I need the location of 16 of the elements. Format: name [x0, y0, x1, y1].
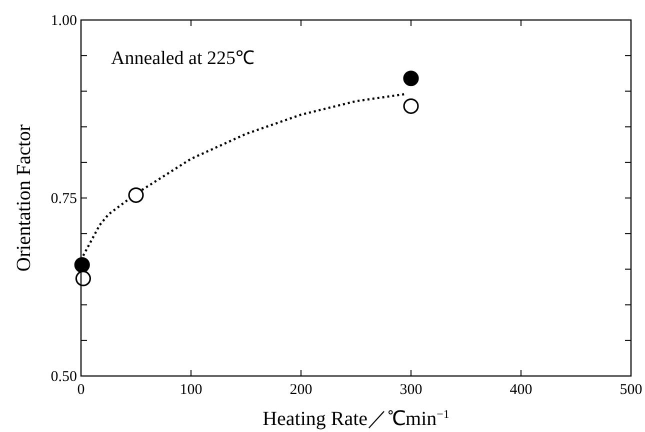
y-tick-label: 1.00 [50, 13, 77, 29]
point [128, 187, 144, 203]
point [75, 270, 91, 286]
y-tick-label: 0.50 [50, 369, 77, 385]
x-tick-label: 300 [400, 382, 422, 398]
point [403, 98, 419, 114]
x-tick-label: 500 [620, 382, 642, 398]
x-axis-title: Heating Rate／℃min$^{−1}$ [262, 407, 450, 430]
x-tick-label: 200 [290, 382, 312, 398]
x-tick-label: 0 [77, 382, 85, 398]
point [403, 70, 419, 86]
x-tick-label: 100 [180, 382, 202, 398]
y-tick-label: 0.75 [50, 191, 77, 207]
annotation: Annealed at 225℃ [111, 48, 255, 69]
y-axis-title: Orientation Factor [13, 124, 35, 272]
x-tick-label: 400 [510, 382, 532, 398]
